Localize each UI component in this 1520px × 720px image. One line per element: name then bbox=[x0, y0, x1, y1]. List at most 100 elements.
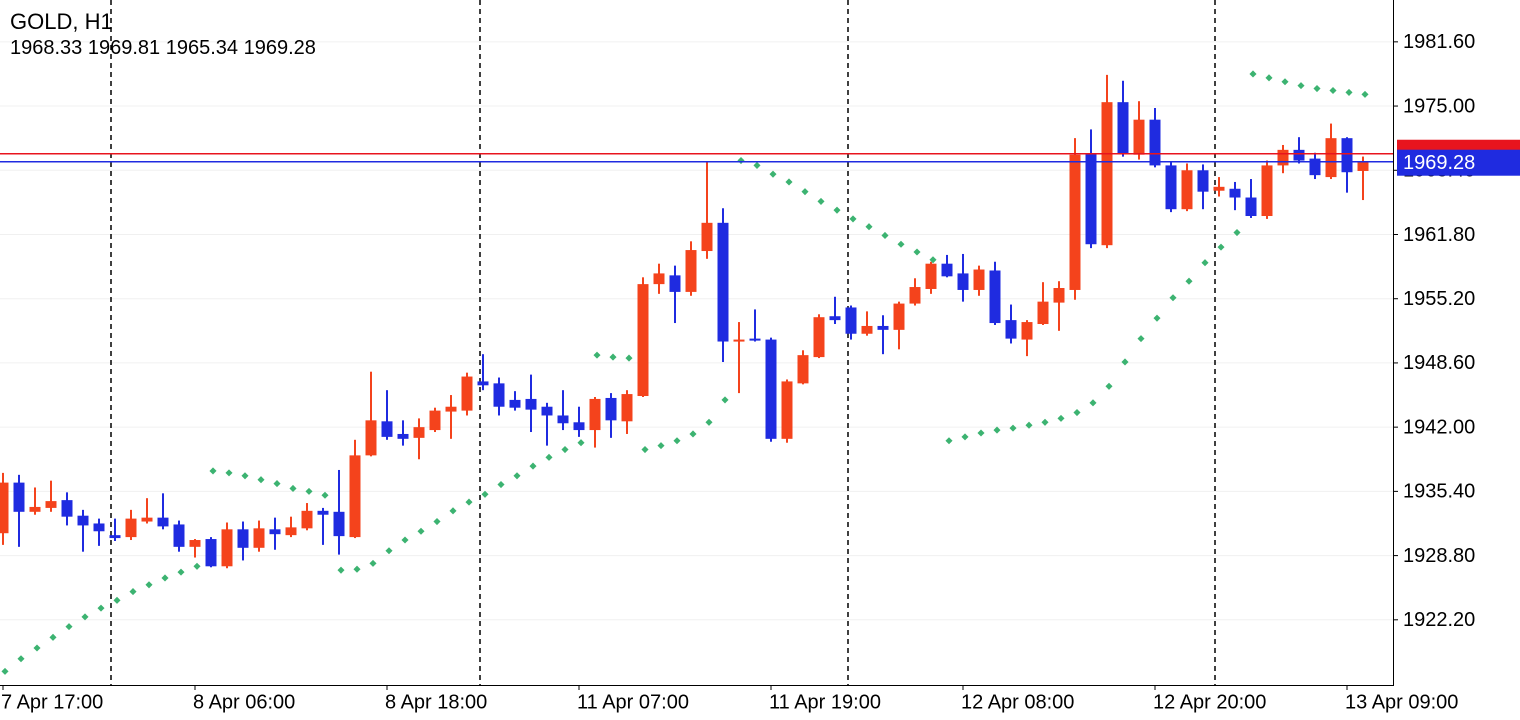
candle-body bbox=[1245, 197, 1257, 217]
candle-body bbox=[1149, 119, 1161, 166]
candle-body bbox=[0, 482, 9, 534]
sar-dot bbox=[1105, 382, 1113, 390]
sar-dot bbox=[337, 566, 345, 574]
candle-body bbox=[333, 511, 345, 537]
candle-body bbox=[925, 263, 937, 289]
sar-dot bbox=[401, 536, 409, 544]
candle-body bbox=[653, 273, 665, 285]
sar-dot bbox=[961, 433, 969, 441]
sar-dot bbox=[817, 197, 825, 205]
candle-body bbox=[493, 383, 505, 407]
sar-dot bbox=[1089, 399, 1097, 407]
candle-body bbox=[1261, 165, 1273, 217]
sar-dot bbox=[1025, 421, 1033, 429]
candle-body bbox=[1101, 102, 1113, 246]
sar-dot bbox=[1233, 229, 1241, 237]
candle-body bbox=[77, 515, 89, 526]
candle-body bbox=[845, 307, 857, 334]
sar-dot bbox=[1329, 86, 1337, 95]
sar-dot bbox=[49, 633, 57, 641]
grid bbox=[0, 41, 1393, 621]
candle-body bbox=[685, 250, 697, 292]
candle-body bbox=[189, 540, 201, 547]
sar-dot bbox=[593, 351, 601, 359]
candle-body bbox=[765, 339, 777, 439]
chart-header: GOLD, H1 1968.33 1969.81 1965.34 1969.28 bbox=[10, 8, 316, 60]
y-tick-label: 1961.80 bbox=[1403, 224, 1475, 246]
candle-body bbox=[1277, 149, 1289, 166]
candle-body bbox=[1069, 154, 1081, 290]
sar-dot bbox=[689, 430, 697, 438]
candle-body bbox=[413, 427, 425, 438]
sar-dot bbox=[465, 498, 473, 506]
x-tick-label: 13 Apr 09:00 bbox=[1345, 691, 1458, 713]
sar-dot bbox=[289, 484, 297, 492]
candle-body bbox=[301, 510, 313, 529]
candle-body bbox=[29, 506, 41, 512]
price-labels: 1969.28 bbox=[1397, 139, 1520, 176]
candle-body bbox=[1037, 301, 1049, 325]
ohlc-open: 1968.33 bbox=[10, 37, 83, 59]
candle-body bbox=[1053, 288, 1065, 303]
candle-body bbox=[733, 339, 745, 342]
sar-dot bbox=[129, 588, 137, 596]
sar-dot bbox=[1361, 90, 1369, 98]
sar-dot bbox=[1041, 418, 1049, 426]
sar-dot bbox=[1, 667, 9, 675]
candle-body bbox=[1133, 119, 1145, 155]
candle-body bbox=[1085, 153, 1097, 245]
x-tick-label: 7 Apr 17:00 bbox=[1, 691, 103, 713]
candle-body bbox=[61, 500, 73, 517]
candle-body bbox=[349, 455, 361, 538]
sar-dot bbox=[913, 248, 921, 256]
sar-dot bbox=[929, 256, 937, 264]
sar-dot bbox=[257, 476, 265, 484]
sar-dot bbox=[1057, 414, 1065, 422]
sar-dot bbox=[145, 581, 153, 589]
sar-dot bbox=[833, 206, 841, 214]
sar-dot bbox=[449, 507, 457, 515]
x-tick-label: 8 Apr 18:00 bbox=[385, 691, 487, 713]
y-tick-label: 1942.00 bbox=[1403, 416, 1475, 438]
candle-body bbox=[557, 415, 569, 424]
sar-dot bbox=[801, 188, 809, 196]
y-tick-label: 1948.60 bbox=[1403, 352, 1475, 374]
sar-dot bbox=[785, 178, 793, 186]
sar-dot bbox=[417, 527, 425, 535]
sar-dot bbox=[65, 623, 73, 631]
candle-body bbox=[637, 284, 649, 397]
sar-dot bbox=[1313, 85, 1321, 93]
sar-dot bbox=[753, 161, 761, 169]
candle-body bbox=[797, 355, 809, 384]
candle-body bbox=[909, 287, 921, 304]
sar-dot bbox=[609, 353, 617, 361]
candle-body bbox=[157, 517, 169, 527]
sar-dot bbox=[1009, 424, 1017, 432]
sar-dot bbox=[897, 240, 905, 248]
ohlc-low: 1965.34 bbox=[165, 37, 239, 59]
sar-dot bbox=[513, 472, 521, 480]
sar-dot bbox=[1281, 78, 1289, 86]
sar-dot bbox=[865, 223, 873, 231]
sar-dot bbox=[1137, 335, 1145, 343]
axes: 1922.20 1928.80 1935.40 1942.00 1948.60 1955.… bbox=[1, 31, 1475, 713]
x-tick-label: 11 Apr 07:00 bbox=[577, 691, 689, 713]
sar-dot bbox=[657, 442, 665, 450]
sar-dot bbox=[1169, 294, 1177, 302]
candle-body bbox=[1005, 320, 1017, 339]
candle-body bbox=[461, 376, 473, 411]
sar-dot bbox=[385, 547, 393, 555]
sar-dot bbox=[705, 418, 713, 426]
candle-body bbox=[1309, 158, 1321, 176]
candle-body bbox=[877, 325, 889, 330]
candle-body bbox=[861, 325, 873, 334]
candle-body bbox=[1117, 102, 1129, 154]
candle-body bbox=[525, 398, 537, 410]
ohlc-readout: 1968.33 1969.81 1965.34 1969.28 bbox=[10, 36, 316, 60]
candle-body bbox=[221, 529, 233, 567]
candle-body bbox=[1341, 138, 1353, 173]
candle-body bbox=[509, 399, 521, 408]
candle-body bbox=[429, 410, 441, 431]
sar-dot bbox=[1345, 88, 1353, 96]
sar-dot bbox=[433, 517, 441, 526]
